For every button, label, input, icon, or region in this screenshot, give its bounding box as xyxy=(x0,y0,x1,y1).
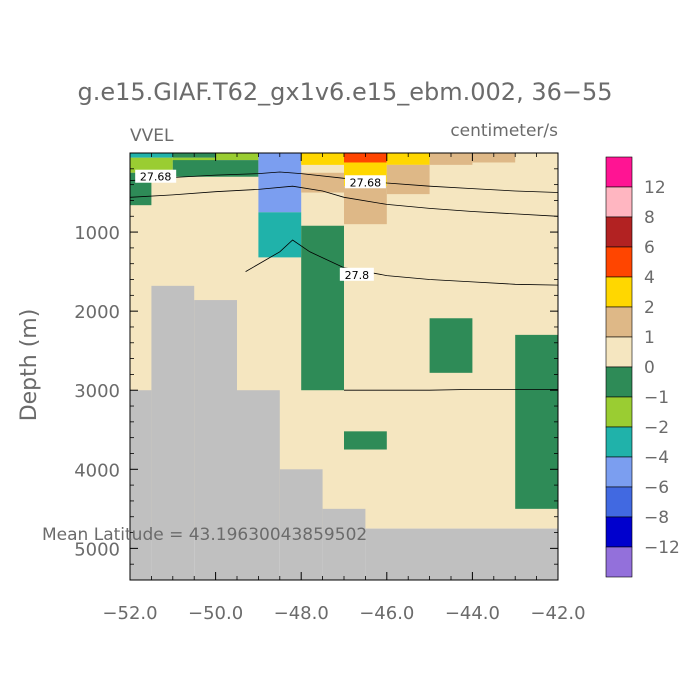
heatmap-cell xyxy=(151,285,195,580)
colorbar-label: −4 xyxy=(644,448,669,468)
colorbar-label: 0 xyxy=(644,358,655,378)
heatmap-cell xyxy=(301,225,344,391)
colorbar-swatch xyxy=(605,456,633,488)
contour-line xyxy=(344,389,558,391)
heatmap-cell xyxy=(237,390,280,580)
x-tick-label: −50.0 xyxy=(188,603,243,624)
colorbar-swatch xyxy=(605,396,633,428)
heatmap-cell xyxy=(279,469,323,580)
colorbar-label: −12 xyxy=(644,538,680,558)
colorbar-swatch xyxy=(605,186,633,218)
x-axis: −52.0 −50.0 −48.0 −46.0 −44.0 −42.0 xyxy=(102,153,586,624)
y-tick-label: 3000 xyxy=(74,381,120,402)
colorbar-swatch xyxy=(605,546,633,578)
y-tick-label: 4000 xyxy=(74,460,120,481)
colorbar-swatch xyxy=(605,336,633,368)
colorbar-label: −6 xyxy=(644,478,669,498)
x-tick-label: −52.0 xyxy=(102,603,157,624)
colorbar-swatch xyxy=(605,516,633,548)
heatmap-cell xyxy=(472,153,516,163)
contour-label-bg xyxy=(135,169,177,183)
x-tick-label: −48.0 xyxy=(274,603,329,624)
heatmap-cell xyxy=(386,153,430,165)
heatmap-cell xyxy=(194,300,237,580)
contour-label-bg xyxy=(339,267,374,281)
heatmap-cell xyxy=(344,431,387,450)
heatmap-cell xyxy=(429,153,473,165)
contour-line xyxy=(129,171,559,193)
contour-line xyxy=(129,185,559,217)
plot-area xyxy=(129,152,559,581)
contour-layer: 27.68 27.68 27.8 xyxy=(129,169,559,391)
colorbar-label: 2 xyxy=(644,298,655,318)
colorbar-swatch xyxy=(605,216,633,248)
heatmap-cell xyxy=(258,212,302,258)
heatmap-cell xyxy=(344,153,387,163)
colorbar-label: 6 xyxy=(644,238,655,258)
heatmap-cell xyxy=(130,390,152,580)
y-tick-label: 5000 xyxy=(74,539,120,560)
colorbar-swatch xyxy=(605,306,633,338)
x-tick-label: −42.0 xyxy=(530,603,585,624)
contour-label: 27.68 xyxy=(350,176,382,189)
colorbar-swatch xyxy=(605,246,633,278)
colorbar-label: 4 xyxy=(644,268,655,288)
heatmap-cell xyxy=(365,528,558,580)
colorbar: 12 8 6 4 2 1 0 −1 −2 −4 −6 −8 −12 xyxy=(605,156,680,578)
heatmap-cell xyxy=(515,334,558,509)
heatmap-cell xyxy=(172,160,259,177)
colorbar-label: 8 xyxy=(644,208,655,228)
y-axis: 1000 2000 3000 4000 5000 xyxy=(74,168,558,565)
y-axis-label: Depth (m) xyxy=(17,309,42,422)
units-label: centimeter/s xyxy=(450,121,558,141)
variable-label: VVEL xyxy=(130,126,174,146)
y-tick-label: 2000 xyxy=(74,302,120,323)
colorbar-swatch xyxy=(605,276,633,308)
colorbar-label: −1 xyxy=(644,388,669,408)
colorbar-swatch xyxy=(605,156,633,188)
heatmap-cell xyxy=(301,172,344,193)
heatmap-cell xyxy=(429,318,473,373)
heatmap-cell xyxy=(322,508,366,580)
heatmap-cell xyxy=(301,153,344,165)
colorbar-swatch xyxy=(605,366,633,398)
colorbar-swatch xyxy=(605,426,633,458)
heatmap-cell xyxy=(130,157,173,173)
heatmap-cell xyxy=(344,186,387,225)
heatmap-cell xyxy=(386,164,430,195)
contour-label-bg xyxy=(344,175,386,189)
x-tick-label: −46.0 xyxy=(359,603,414,624)
chart-title: g.e15.GIAF.T62_gx1v6.e15_ebm.002, 36−55 xyxy=(77,78,612,106)
contour-label: 27.68 xyxy=(140,171,172,184)
colorbar-swatch xyxy=(605,486,633,518)
annotation: Mean Latitude = 43.19630043859502 xyxy=(42,525,367,545)
colorbar-label: −8 xyxy=(644,508,669,528)
x-tick-label: −44.0 xyxy=(445,603,500,624)
colorbar-label: 1 xyxy=(644,328,655,348)
colorbar-label: 12 xyxy=(644,178,666,198)
colorbar-label: −2 xyxy=(644,418,669,438)
heatmap-cell xyxy=(258,153,302,213)
contour-label: 27.8 xyxy=(345,269,370,282)
y-tick-label: 1000 xyxy=(74,223,120,244)
